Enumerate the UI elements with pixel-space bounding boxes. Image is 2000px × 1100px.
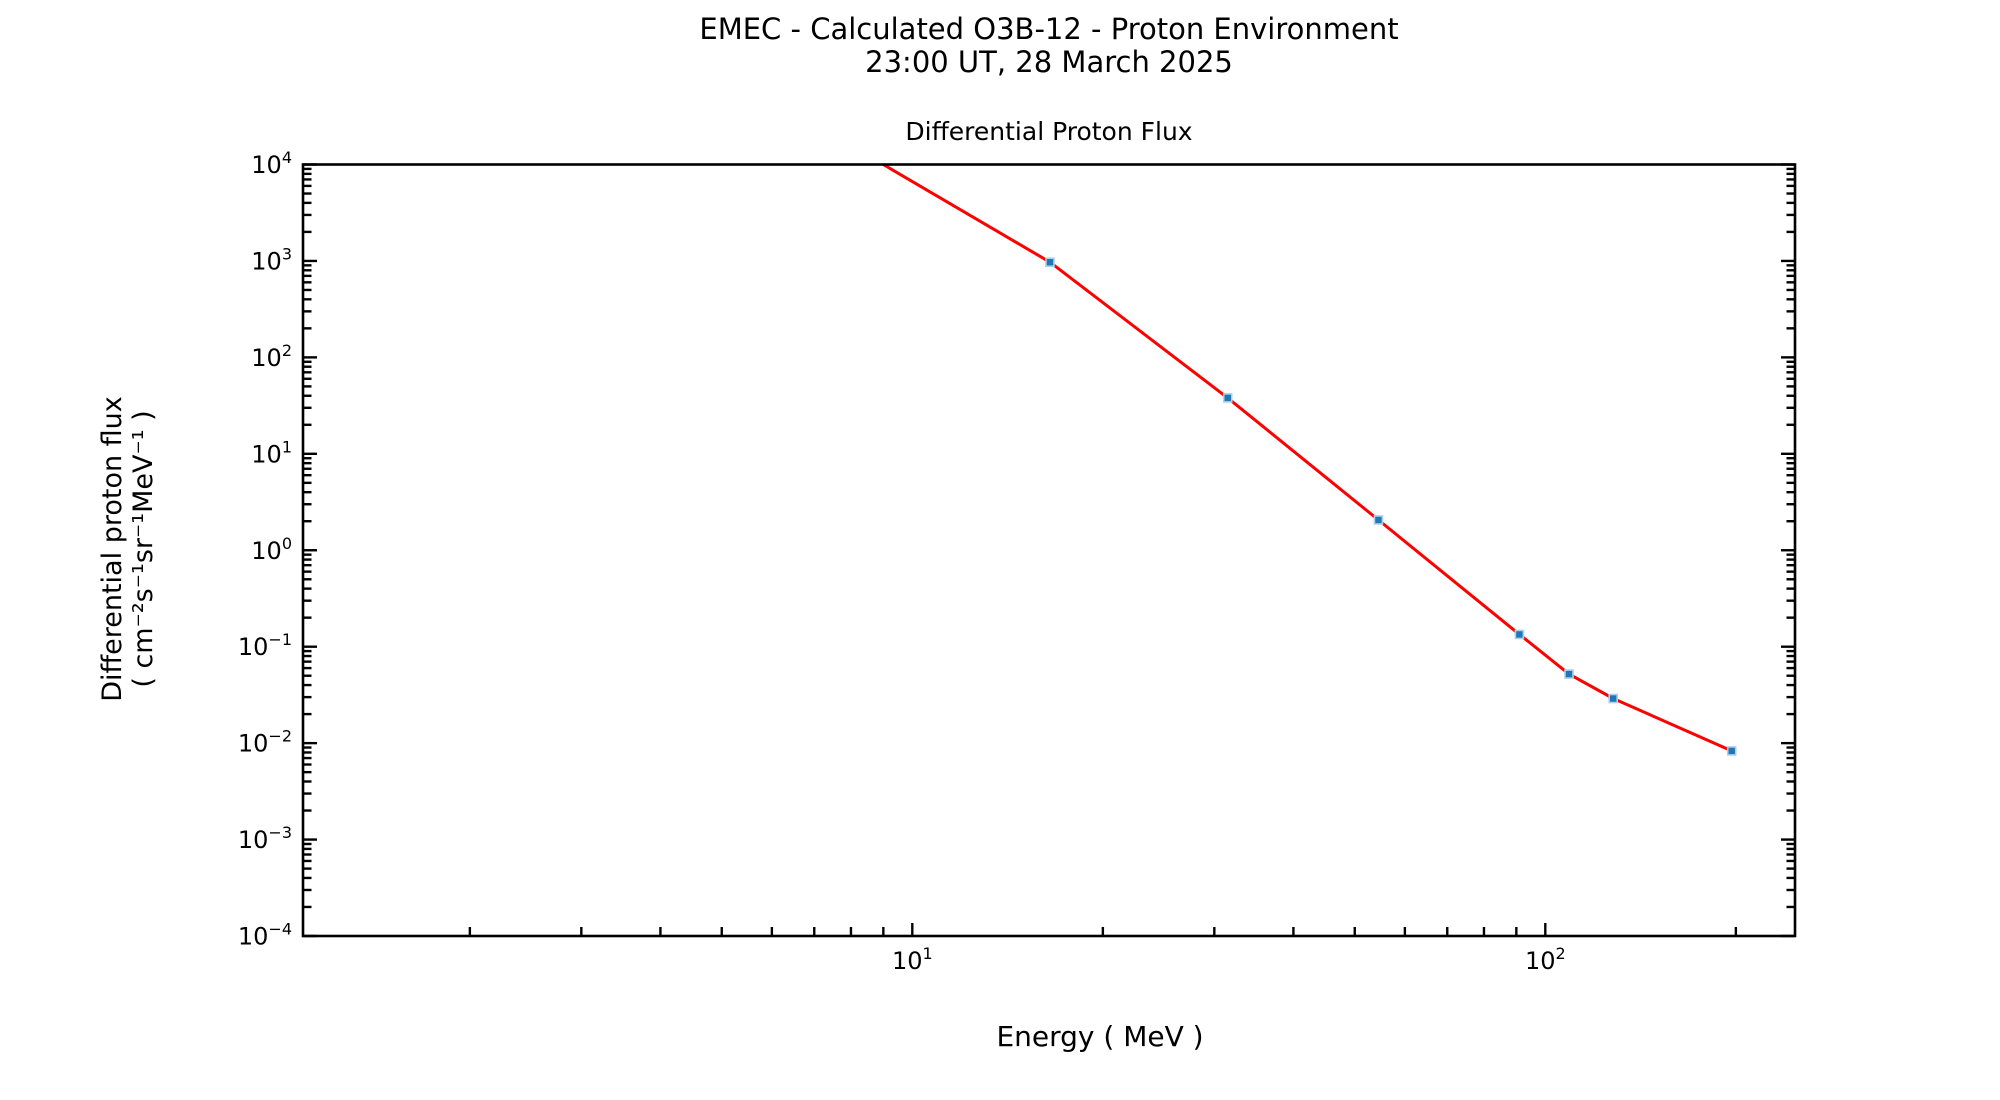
y-tick-label: 100: [251, 534, 292, 565]
data-point-marker: [1045, 257, 1055, 268]
y-tick-label: 10−2: [238, 727, 292, 758]
data-point-marker: [1514, 629, 1525, 640]
x-tick-label: 101: [892, 944, 933, 975]
axes-title: Differential Proton Flux: [905, 117, 1193, 146]
data-point-marker: [1608, 693, 1618, 704]
figure-title: EMEC - Calculated O3B-12 - Proton Enviro…: [699, 12, 1399, 46]
y-axis-label-line1: Differential proton flux: [97, 396, 128, 702]
x-tick-label: 102: [1525, 944, 1566, 975]
y-axis-label-line2: ( cm⁻²s⁻¹sr⁻¹MeV⁻¹ ): [128, 410, 159, 688]
y-tick-label: 10−4: [238, 920, 292, 951]
flux-line: [882, 163, 1733, 753]
data-point-marker: [1222, 393, 1233, 403]
y-tick-label: 102: [251, 341, 292, 372]
y-tick-label: 104: [251, 148, 292, 179]
y-axis-label: Differential proton flux ( cm⁻²s⁻¹sr⁻¹Me…: [97, 396, 159, 702]
axes-spines: [301, 163, 1797, 938]
data-point-marker: [1373, 515, 1384, 525]
data-point-marker: [1726, 746, 1737, 756]
y-tick-label: 10−3: [238, 823, 292, 854]
y-tick-label: 101: [251, 437, 292, 468]
x-axis-label: Energy ( MeV ): [996, 1020, 1204, 1053]
y-tick-label: 103: [251, 244, 292, 275]
y-tick-label: 10−1: [238, 630, 292, 661]
data-point-marker: [1564, 669, 1574, 679]
figure-subtitle: 23:00 UT, 28 March 2025: [865, 45, 1233, 79]
